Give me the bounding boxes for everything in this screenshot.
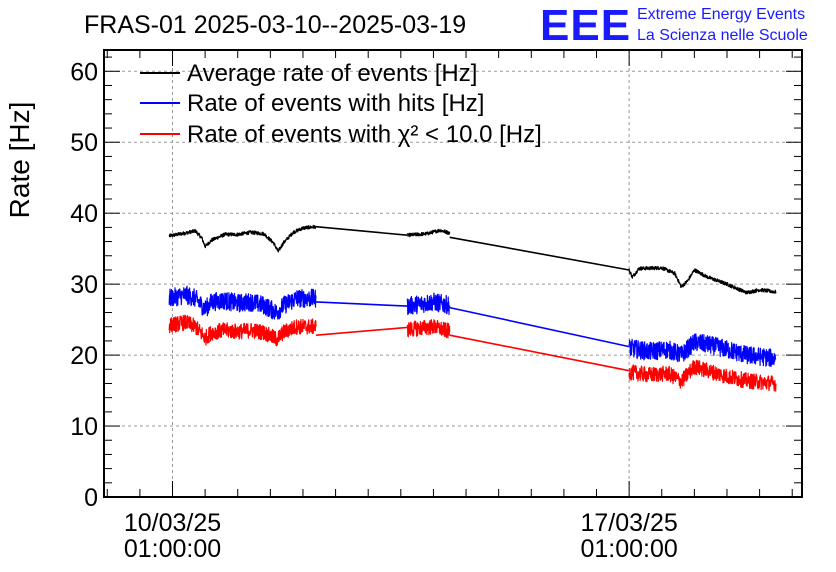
series-line-segment — [168, 285, 317, 320]
y-tick-label: 30 — [70, 271, 98, 299]
series-line-segment — [406, 319, 451, 339]
y-tick-labels: 0 10 20 30 40 50 60 — [70, 58, 98, 512]
legend-label-chi2: Rate of events with χ² < 10.0 [Hz] — [187, 121, 542, 148]
x-tick-label-date: 10/03/25 — [124, 509, 221, 537]
y-tick-label: 20 — [70, 342, 98, 370]
eee-logo-line1: Extreme Energy Events — [637, 6, 805, 23]
series-line-segment — [168, 314, 317, 347]
series-line-segment — [406, 228, 451, 238]
y-tick-label: 60 — [70, 58, 98, 86]
legend: Average rate of events [Hz] Rate of even… — [140, 60, 542, 148]
series-lines — [168, 224, 777, 392]
series-line-segment — [628, 359, 777, 392]
legend-label-average: Average rate of events [Hz] — [187, 60, 477, 87]
x-tick-label-time: 01:00:00 — [124, 535, 221, 563]
series-line-segment — [406, 292, 451, 316]
y-tick-label: 40 — [70, 200, 98, 228]
y-axis-label: Rate [Hz] — [4, 102, 35, 219]
chart-title: FRAS-01 2025-03-10--2025-03-19 — [84, 11, 466, 39]
grid — [104, 50, 802, 497]
y-tick-label: 50 — [70, 129, 98, 157]
y-tick-label: 10 — [70, 413, 98, 441]
x-tick-label-date: 17/03/25 — [580, 509, 677, 537]
series-line-segment — [628, 265, 777, 295]
legend-label-hits: Rate of events with hits [Hz] — [187, 90, 484, 117]
series-line-segment — [449, 306, 630, 348]
x-tick-label-time: 01:00:00 — [580, 535, 677, 563]
series-line-segment — [315, 301, 408, 307]
series-line-segment — [315, 326, 408, 336]
plot-frame — [103, 49, 803, 498]
eee-logo: EEE Extreme Energy Events La Scienza nel… — [540, 1, 808, 50]
series-line-segment — [449, 236, 630, 271]
plot-border — [103, 49, 803, 498]
eee-logo-mark: EEE — [540, 1, 631, 50]
series-line-segment — [168, 224, 317, 253]
eee-logo-line2: La Scienza nelle Scuole — [637, 27, 808, 44]
series-line-segment — [628, 333, 777, 367]
y-tick-label: 0 — [84, 484, 98, 512]
series-line-segment — [315, 225, 408, 236]
series-line-segment — [449, 334, 630, 372]
series-2 — [168, 314, 777, 392]
series-1 — [168, 285, 777, 367]
series-0 — [168, 224, 777, 295]
